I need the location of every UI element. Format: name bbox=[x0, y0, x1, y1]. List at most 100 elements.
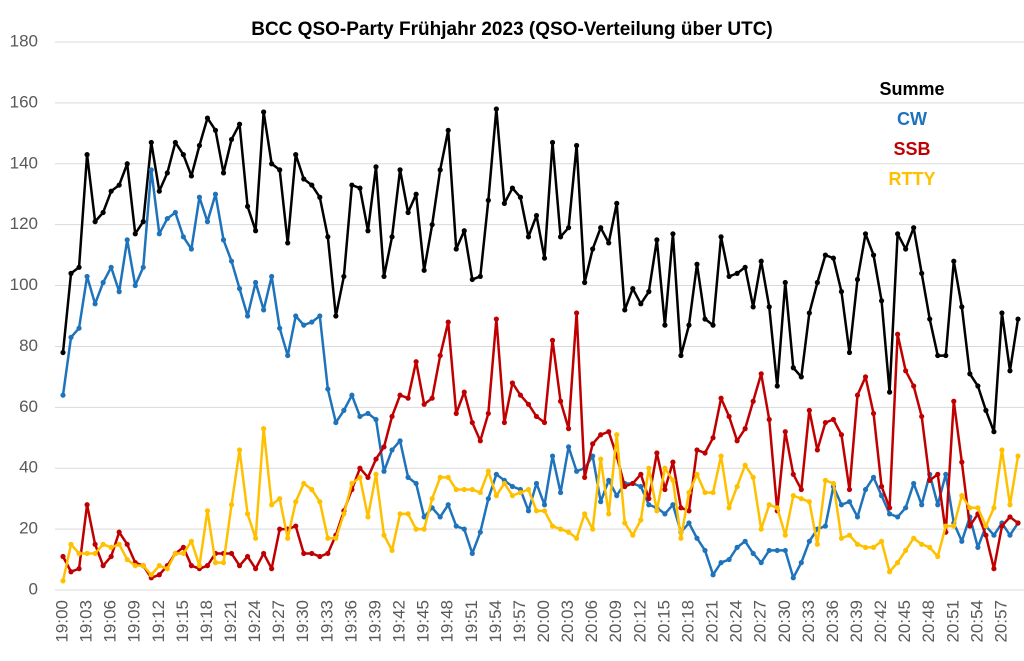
point bbox=[646, 465, 652, 471]
point bbox=[180, 234, 186, 240]
point bbox=[565, 225, 572, 231]
point bbox=[381, 468, 387, 474]
x-tick-label: 19:51 bbox=[462, 600, 481, 643]
point bbox=[244, 313, 251, 319]
point bbox=[862, 544, 869, 550]
point bbox=[92, 550, 98, 557]
point bbox=[606, 477, 612, 483]
point bbox=[429, 395, 435, 401]
point bbox=[477, 273, 483, 280]
point bbox=[541, 502, 548, 508]
point bbox=[533, 212, 540, 219]
x-tick-label: 19:27 bbox=[269, 600, 288, 643]
point bbox=[285, 240, 291, 246]
point bbox=[935, 471, 941, 477]
point bbox=[718, 395, 724, 401]
point bbox=[830, 255, 837, 261]
point bbox=[935, 553, 941, 560]
point bbox=[116, 529, 122, 535]
point bbox=[999, 523, 1005, 529]
point bbox=[421, 514, 427, 520]
x-tick-label: 19:30 bbox=[293, 600, 312, 643]
point bbox=[967, 371, 973, 377]
point bbox=[413, 191, 419, 197]
point bbox=[895, 331, 901, 337]
point bbox=[742, 462, 748, 468]
point bbox=[533, 508, 540, 514]
point bbox=[886, 569, 893, 575]
point bbox=[397, 392, 403, 398]
point bbox=[325, 550, 331, 557]
point bbox=[445, 474, 451, 480]
point bbox=[220, 560, 227, 566]
point bbox=[333, 419, 339, 426]
point bbox=[309, 319, 315, 325]
point bbox=[630, 480, 636, 487]
point bbox=[686, 520, 692, 526]
point bbox=[710, 489, 716, 496]
point bbox=[854, 514, 861, 520]
point bbox=[84, 550, 90, 557]
point bbox=[814, 447, 820, 453]
point bbox=[638, 517, 644, 523]
point bbox=[277, 325, 283, 331]
point bbox=[244, 553, 251, 560]
point bbox=[846, 486, 853, 493]
x-tick-label: 19:09 bbox=[125, 600, 144, 643]
point bbox=[269, 273, 275, 280]
point bbox=[421, 267, 427, 273]
point bbox=[903, 368, 909, 374]
point bbox=[493, 106, 499, 112]
chart-title: BCC QSO-Party Frühjahr 2023 (QSO-Verteil… bbox=[251, 19, 773, 40]
point bbox=[309, 550, 315, 557]
point bbox=[862, 231, 869, 237]
point bbox=[983, 532, 989, 538]
x-tick-label: 19:33 bbox=[317, 600, 336, 643]
point bbox=[726, 273, 732, 280]
point bbox=[349, 480, 355, 487]
point bbox=[662, 322, 668, 328]
point bbox=[854, 276, 861, 283]
point bbox=[349, 182, 355, 188]
x-tick-label: 20:15 bbox=[654, 600, 673, 643]
point bbox=[574, 468, 580, 474]
point bbox=[582, 511, 588, 517]
point bbox=[261, 550, 267, 557]
point bbox=[590, 246, 596, 252]
point bbox=[919, 413, 925, 420]
point bbox=[437, 514, 443, 520]
legend-entry: RTTY bbox=[889, 169, 936, 189]
y-tick-label: 180 bbox=[10, 31, 38, 50]
x-tick-label: 19:12 bbox=[149, 600, 168, 643]
point bbox=[814, 541, 820, 547]
point bbox=[301, 480, 307, 487]
point bbox=[1007, 532, 1013, 538]
point bbox=[606, 511, 612, 517]
point bbox=[204, 115, 211, 121]
point bbox=[967, 523, 973, 529]
point bbox=[421, 401, 427, 407]
point bbox=[903, 547, 909, 554]
point bbox=[582, 474, 588, 480]
point bbox=[357, 465, 363, 471]
point bbox=[517, 194, 524, 200]
point bbox=[269, 502, 275, 508]
point bbox=[710, 322, 716, 328]
point bbox=[694, 447, 700, 453]
point bbox=[750, 474, 756, 480]
point bbox=[365, 514, 371, 520]
point bbox=[124, 237, 130, 243]
point bbox=[180, 550, 186, 557]
y-tick-label: 100 bbox=[10, 275, 38, 294]
legend-entry: Summe bbox=[879, 79, 944, 99]
point bbox=[148, 572, 154, 578]
point bbox=[766, 416, 772, 423]
point bbox=[228, 258, 235, 264]
point bbox=[469, 276, 475, 283]
point bbox=[333, 535, 339, 541]
point bbox=[774, 505, 780, 511]
point bbox=[870, 410, 877, 417]
point bbox=[261, 109, 267, 115]
point bbox=[493, 471, 499, 477]
point bbox=[862, 374, 869, 380]
